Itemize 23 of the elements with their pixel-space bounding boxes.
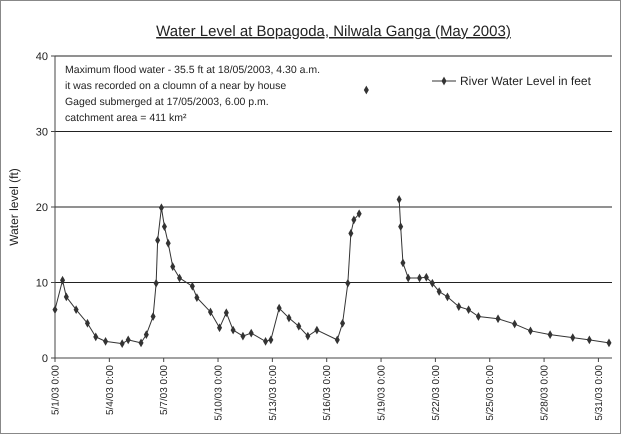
x-tick-label: 5/19/03 0:00 [376, 364, 388, 421]
annotation: Maximum flood water - 35.5 ft at 18/05/2003, 4.30 a.m. [65, 64, 320, 76]
annotation: Gaged submerged at 17/05/2003, 6.00 p.m. [65, 96, 269, 108]
x-tick-label: 5/4/03 0:00 [104, 364, 116, 416]
x-tick-label: 5/22/03 0:00 [430, 364, 442, 421]
y-tick-label: 10 [36, 277, 48, 290]
x-tick-label: 5/28/03 0:00 [540, 364, 551, 421]
x-tick-label: 5/13/03 0:00 [268, 364, 279, 421]
x-tick-label: 5/16/03 0:00 [322, 364, 334, 421]
x-tick-label: 5/7/03 0:00 [159, 364, 170, 416]
y-tick-label: 0 [42, 352, 48, 365]
x-tick-label: 5/1/03 0:00 [50, 364, 62, 416]
chart-title: Water Level at Bopagoda, Nilwala Ganga (May 2003) [156, 23, 511, 40]
x-tick-label: 5/31/03 0:00 [594, 364, 605, 421]
y-axis-title: Water level (ft) [7, 168, 21, 246]
y-tick-label: 20 [36, 202, 48, 214]
x-tick-label: 5/25/03 0:00 [485, 364, 496, 421]
y-tick-label: 30 [36, 126, 48, 138]
annotation: it was recorded on a cloumn of a near by house [65, 80, 286, 92]
x-tick-label: 5/10/03 0:00 [214, 364, 225, 421]
y-tick-label: 40 [36, 50, 48, 63]
legend-label: River Water Level in feet [460, 74, 592, 88]
annotation: catchment area = 411 km² [65, 112, 187, 124]
